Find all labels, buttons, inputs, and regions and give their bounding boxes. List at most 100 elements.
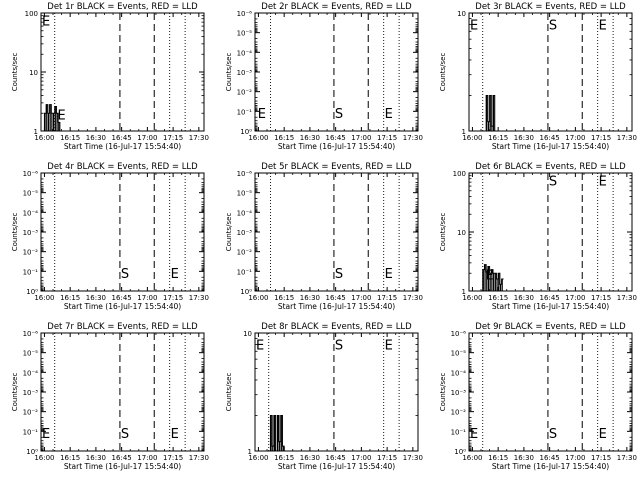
y-tick-label: 10⁻¹ (451, 428, 467, 436)
y-tick-label: 10⁻⁴ (237, 49, 253, 57)
y-axis-label: Counts/sec (225, 213, 233, 252)
marker-e: E (171, 427, 179, 442)
detector-panel-6: Det 6r BLACK = Events, RED = LLD 1 10 100 16… (439, 162, 637, 311)
x-tick-label: 16:15 (274, 134, 294, 142)
plot-title: Det 1r BLACK = Events, RED = LLD (47, 2, 198, 12)
plot-title: Det 9r BLACK = Events, RED = LLD (475, 322, 626, 332)
y-tick-label: 10⁻⁴ (451, 369, 467, 377)
x-axis-label: Start Time (16-Jul-17 15:54:40) (492, 462, 609, 471)
x-tick-label: 17:00 (351, 454, 371, 462)
x-tick-label: 16:45 (326, 294, 346, 302)
x-tick-label: 16:30 (86, 454, 106, 462)
marker-e: E (485, 269, 493, 284)
marker-e: E (385, 338, 393, 353)
x-tick-label: 16:45 (326, 134, 346, 142)
x-tick-label: 16:15 (274, 294, 294, 302)
x-tick-label: 16:30 (86, 294, 106, 302)
detector-panel-4: Det 4r BLACK = Events, RED = LLD 10⁰ 10⁻¹ 1… (11, 162, 209, 311)
x-tick-label: 17:15 (163, 134, 183, 142)
y-tick-label: 10⁻⁵ (237, 190, 253, 198)
y-tick-label: 10⁰ (240, 288, 252, 296)
x-tick-label: 16:00 (248, 454, 268, 462)
x-tick-label: 17:15 (591, 294, 611, 302)
x-tick-label: 16:45 (540, 294, 560, 302)
detector-panel-7: Det 7r BLACK = Events, RED = LLD 10⁰ 10⁻¹ 1… (11, 322, 209, 471)
x-axis-label: Start Time (16-Jul-17 15:54:40) (278, 142, 395, 151)
x-tick-label: 16:15 (488, 294, 508, 302)
x-tick-label: 16:00 (34, 134, 54, 142)
marker-s: S (549, 427, 557, 442)
x-tick-label: 17:00 (565, 294, 585, 302)
x-axis-label: Start Time (16-Jul-17 15:54:40) (492, 302, 609, 311)
plot-frame (254, 332, 419, 452)
x-tick-label: 17:30 (617, 294, 637, 302)
x-tick-label: 17:00 (565, 134, 585, 142)
detector-panel-5: Det 5r BLACK = Events, RED = LLD 10⁰ 10⁻¹ 1… (225, 162, 423, 311)
y-tick-label: 10⁻¹ (237, 108, 253, 116)
y-axis-label: Counts/sec (225, 373, 233, 412)
marker-s: S (549, 18, 557, 33)
y-tick-label: 10⁻³ (451, 389, 467, 397)
y-tick-label: 10 (29, 69, 38, 77)
detector-panel-3: Det 3r BLACK = Events, RED = LLD 1 10 16:00… (439, 2, 637, 151)
y-tick-label: 10⁻² (237, 249, 253, 257)
x-tick-label: 17:00 (137, 454, 157, 462)
x-tick-label: 16:00 (248, 294, 268, 302)
x-tick-label: 17:30 (617, 454, 637, 462)
y-axis-label: Counts/sec (11, 373, 19, 412)
x-tick-label: 17:15 (591, 134, 611, 142)
x-tick-label: 16:00 (34, 294, 54, 302)
y-tick-label: 10⁻⁵ (237, 30, 253, 38)
y-tick-label: 10⁻⁵ (451, 350, 467, 358)
marker-e: E (57, 109, 65, 124)
y-axis-label: Counts/sec (225, 53, 233, 92)
y-tick-label: 10⁰ (26, 448, 38, 456)
y-tick-label: 10⁻² (237, 89, 253, 97)
y-tick-label: 10⁻⁴ (23, 369, 39, 377)
y-axis-label: Counts/sec (439, 53, 447, 92)
y-tick-label: 10⁻³ (23, 229, 39, 237)
y-tick-label: 10⁻⁶ (23, 330, 39, 338)
y-tick-label: 10⁻¹ (237, 268, 253, 276)
y-tick-label: 10⁻⁴ (23, 209, 39, 217)
detector-panel-2: Det 2r BLACK = Events, RED = LLD 10⁰ 10⁻¹ 1… (225, 2, 423, 151)
marker-s: S (121, 427, 129, 442)
marker-s: S (335, 338, 343, 353)
plot-frame (468, 12, 633, 132)
y-tick-label: 1 (248, 448, 252, 456)
y-tick-label: 10⁻⁵ (23, 190, 39, 198)
x-axis-label: Start Time (16-Jul-17 15:54:40) (492, 142, 609, 151)
events-series (482, 264, 504, 291)
x-tick-label: 17:30 (617, 134, 637, 142)
y-tick-label: 10⁻² (23, 249, 39, 257)
x-tick-label: 16:30 (300, 454, 320, 462)
x-tick-label: 16:30 (300, 134, 320, 142)
y-tick-label: 10⁻³ (23, 389, 39, 397)
marker-e: E (470, 427, 478, 442)
detector-panel-8: Det 8r BLACK = Events, RED = LLD 1 10 16:00… (225, 322, 423, 471)
x-tick-label: 17:15 (377, 134, 397, 142)
x-tick-label: 16:45 (112, 134, 132, 142)
marker-e: E (171, 267, 179, 282)
y-tick-label: 10⁻⁵ (23, 350, 39, 358)
y-tick-label: 1 (34, 128, 38, 136)
plot-title: Det 3r BLACK = Events, RED = LLD (475, 2, 626, 12)
marker-s: S (335, 267, 343, 282)
detector-panel-1: Det 1r BLACK = Events, RED = LLD 1 10 100 16… (11, 2, 209, 151)
x-tick-label: 16:45 (540, 454, 560, 462)
y-tick-label: 10⁻³ (237, 69, 253, 77)
y-tick-label: 100 (25, 10, 38, 18)
marker-s: S (549, 174, 557, 189)
x-axis-label: Start Time (16-Jul-17 15:54:40) (278, 462, 395, 471)
y-axis-label: Counts/sec (439, 213, 447, 252)
y-tick-label: 10 (457, 229, 466, 237)
x-tick-label: 16:45 (540, 134, 560, 142)
x-tick-label: 16:45 (112, 454, 132, 462)
y-tick-label: 1 (462, 288, 466, 296)
y-tick-label: 10⁻² (451, 409, 467, 417)
x-tick-label: 16:00 (462, 134, 482, 142)
x-axis-label: Start Time (16-Jul-17 15:54:40) (278, 302, 395, 311)
marker-e: E (256, 338, 264, 353)
y-tick-label: 10 (457, 10, 466, 18)
x-axis-label: Start Time (16-Jul-17 15:54:40) (64, 302, 181, 311)
